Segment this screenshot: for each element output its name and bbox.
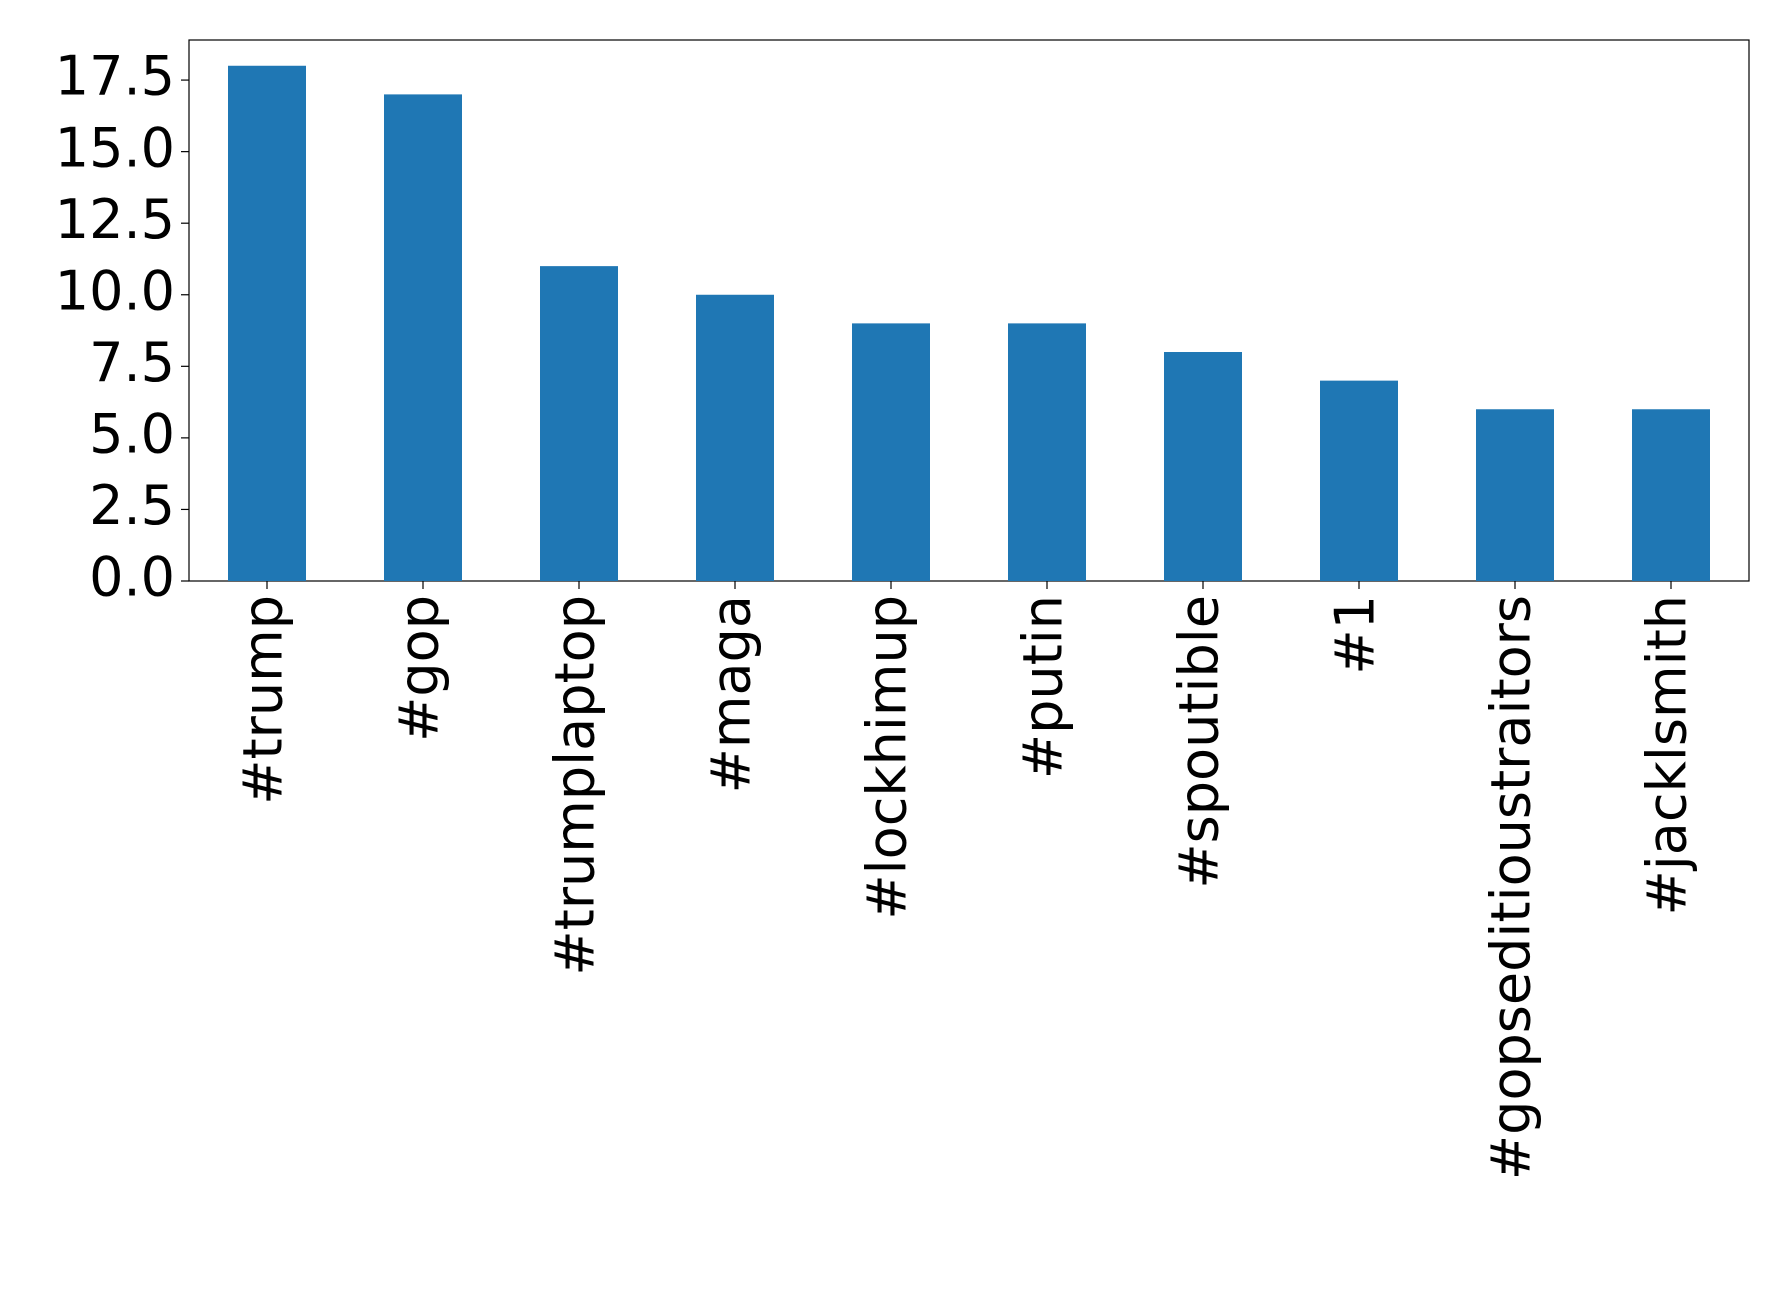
x-tick-label: #gop [388, 595, 451, 742]
bar [1632, 409, 1710, 581]
y-tick-label: 5.0 [89, 403, 175, 466]
y-tick-label: 7.5 [89, 331, 175, 394]
bar [384, 94, 462, 582]
y-tick-label: 10.0 [55, 259, 175, 322]
x-tick-label: #trumplaptop [544, 595, 607, 976]
bar [852, 323, 930, 581]
x-tick-label: #lockhimup [856, 595, 919, 920]
bar [540, 266, 618, 581]
y-tick-label: 17.5 [55, 45, 175, 108]
bar [696, 294, 774, 581]
bar [1008, 323, 1086, 581]
y-tick-label: 0.0 [89, 546, 175, 609]
x-tick-label: #1 [1324, 595, 1387, 675]
x-tick-label: #jacklsmith [1636, 595, 1699, 915]
y-tick-label: 15.0 [55, 116, 175, 179]
y-tick-label: 2.5 [89, 474, 175, 537]
x-tick-label: #spoutible [1168, 595, 1231, 889]
bar [1476, 409, 1554, 581]
x-tick-label: #maga [700, 595, 763, 793]
plot-frame [188, 39, 1750, 582]
x-tick-label: #trump [232, 595, 295, 805]
y-tick-label: 12.5 [55, 188, 175, 251]
bar [228, 65, 306, 581]
bar [1320, 380, 1398, 581]
x-tick-label: #putin [1012, 595, 1075, 779]
bar [1164, 352, 1242, 581]
x-tick-label: #gopseditioustraitors [1480, 595, 1543, 1180]
